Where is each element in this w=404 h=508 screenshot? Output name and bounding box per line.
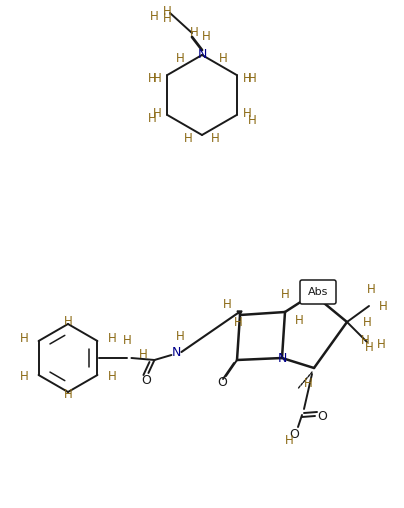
Text: N: N [277, 352, 287, 365]
Text: O: O [317, 410, 327, 424]
Text: H: H [223, 299, 232, 311]
Text: H: H [176, 51, 185, 65]
Text: H: H [379, 300, 388, 312]
Text: H: H [202, 30, 211, 44]
Text: H: H [377, 337, 386, 351]
Text: H: H [63, 315, 72, 328]
Text: N: N [197, 48, 207, 61]
Text: H: H [363, 316, 371, 329]
Polygon shape [237, 311, 242, 315]
Text: N: N [172, 345, 181, 359]
Text: H: H [361, 334, 369, 347]
Text: H: H [248, 72, 257, 84]
Text: H: H [295, 313, 304, 327]
Text: H: H [107, 370, 116, 384]
Text: H: H [139, 347, 147, 361]
Text: H: H [281, 288, 289, 301]
Text: H: H [176, 330, 185, 343]
Text: H: H [365, 341, 373, 354]
Text: H: H [63, 388, 72, 401]
Text: H: H [243, 72, 251, 85]
Text: H: H [189, 26, 198, 39]
Text: H: H [163, 5, 171, 18]
Text: H: H [304, 377, 312, 390]
Text: H: H [20, 333, 29, 345]
Text: H: H [285, 434, 293, 447]
Text: H: H [234, 316, 242, 329]
Text: H: H [153, 72, 161, 85]
Text: Abs: Abs [308, 287, 328, 297]
Text: H: H [184, 132, 193, 144]
Text: H: H [163, 12, 171, 25]
Text: H: H [150, 10, 159, 22]
Text: H: H [248, 113, 257, 126]
Text: H: H [153, 107, 161, 120]
Text: H: H [107, 333, 116, 345]
Text: H: H [366, 283, 375, 296]
FancyBboxPatch shape [300, 280, 336, 304]
Text: H: H [123, 334, 132, 347]
Text: H: H [20, 370, 29, 384]
Text: H: H [147, 111, 156, 124]
Text: H: H [211, 132, 220, 144]
Text: O: O [217, 376, 227, 390]
Text: H: H [219, 51, 228, 65]
Text: O: O [141, 373, 152, 387]
Text: H: H [243, 107, 251, 120]
Text: H: H [147, 72, 156, 84]
Text: O: O [289, 429, 299, 441]
